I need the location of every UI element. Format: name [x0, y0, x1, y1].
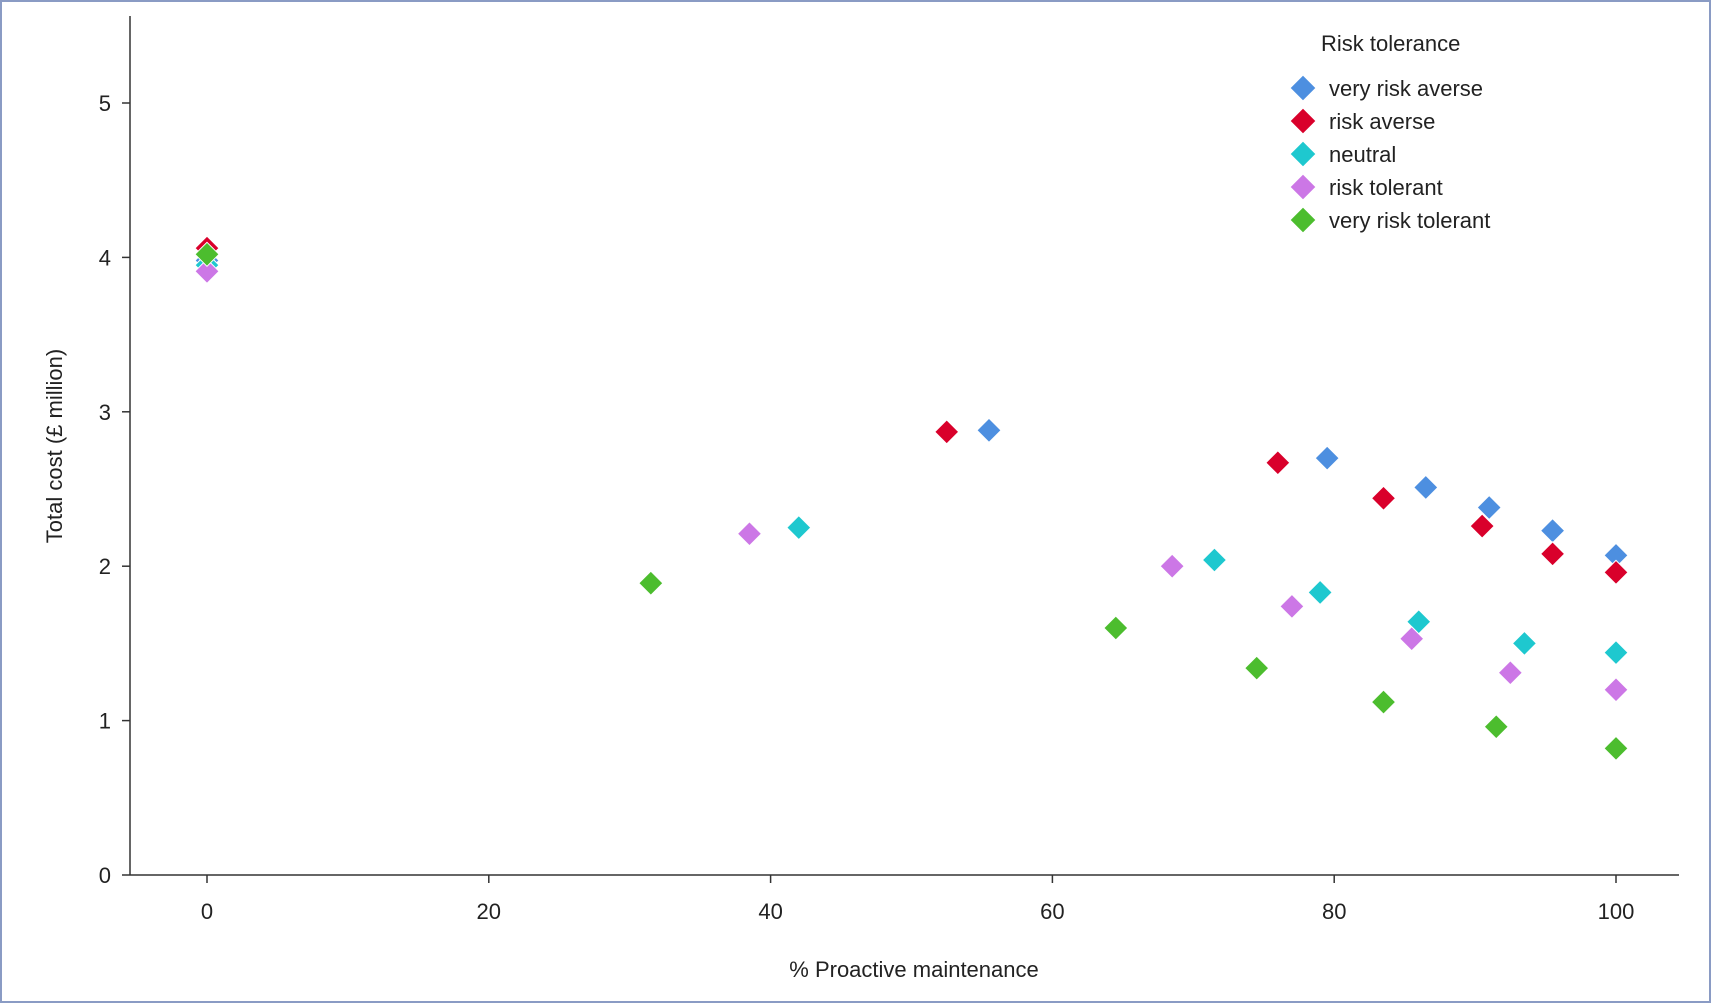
point-risk-tolerant: [1159, 553, 1185, 579]
point-very-risk-averse: [1314, 445, 1340, 471]
x-tick-label: 60: [1040, 899, 1064, 924]
point-risk-averse: [934, 419, 960, 445]
point-very-risk-averse: [976, 417, 1002, 444]
legend-marker-very-risk-tolerant: [1289, 206, 1317, 234]
legend-label-neutral: neutral: [1329, 142, 1396, 167]
point-very-risk-tolerant: [1370, 689, 1397, 715]
axes: [129, 16, 1679, 876]
legend-label-risk-averse: risk averse: [1329, 109, 1435, 134]
y-axis-title: Total cost (£ million): [42, 349, 67, 543]
legend-marker-risk-tolerant: [1289, 173, 1317, 201]
point-very-risk-tolerant: [1603, 735, 1629, 762]
point-very-risk-tolerant: [638, 570, 664, 596]
legend-marker-risk-averse: [1289, 107, 1317, 135]
data-points: [194, 235, 1629, 762]
point-very-risk-tolerant: [1103, 615, 1129, 641]
legend-label-risk-tolerant: risk tolerant: [1329, 175, 1443, 200]
point-neutral: [1307, 579, 1333, 606]
x-tick-label: 100: [1598, 899, 1635, 924]
point-very-risk-tolerant: [1243, 655, 1270, 681]
point-risk-tolerant: [1497, 660, 1524, 686]
point-very-risk-tolerant: [194, 241, 220, 268]
legend-title: Risk tolerance: [1321, 31, 1460, 56]
legend-marker-very-risk-averse: [1289, 74, 1317, 102]
point-neutral: [1511, 630, 1538, 657]
y-tick-label: 1: [99, 709, 111, 734]
legend-marker-neutral: [1289, 140, 1317, 168]
x-tick-label: 0: [201, 899, 213, 924]
y-ticks: 0 1 2 3 4 5: [99, 91, 130, 888]
x-axis-title: % Proactive maintenance: [789, 957, 1038, 982]
x-tick-label: 40: [758, 899, 782, 924]
y-tick-label: 3: [99, 400, 111, 425]
point-risk-averse: [1539, 541, 1566, 567]
x-tick-label: 80: [1322, 899, 1346, 924]
y-tick-label: 5: [99, 91, 111, 116]
point-very-risk-averse: [1539, 517, 1566, 544]
x-ticks: 0 20 40 60 80 100: [201, 875, 1634, 924]
point-risk-tolerant: [1398, 626, 1425, 652]
point-risk-averse: [1603, 559, 1629, 586]
point-risk-averse: [1370, 485, 1397, 511]
point-neutral: [786, 514, 812, 541]
point-risk-tolerant: [736, 521, 763, 547]
legend-items: very risk averse risk averse neutral risk t…: [1289, 74, 1490, 234]
point-neutral: [1603, 639, 1629, 666]
legend-label-very-risk-tolerant: very risk tolerant: [1329, 208, 1490, 233]
point-risk-averse: [1469, 513, 1495, 539]
point-very-risk-averse: [1476, 494, 1502, 521]
point-neutral: [1201, 547, 1228, 573]
x-tick-label: 20: [477, 899, 501, 924]
y-tick-label: 2: [99, 554, 111, 579]
point-very-risk-averse: [1413, 474, 1439, 501]
point-risk-tolerant: [194, 258, 220, 285]
point-risk-averse: [1265, 450, 1291, 476]
legend-label-very-risk-averse: very risk averse: [1329, 76, 1483, 101]
point-risk-tolerant: [1603, 677, 1629, 703]
point-risk-tolerant: [1279, 593, 1305, 620]
y-tick-label: 4: [99, 245, 111, 270]
legend: Risk tolerance very risk averse risk aver…: [1289, 31, 1490, 234]
point-very-risk-tolerant: [1483, 714, 1509, 740]
y-tick-label: 0: [99, 863, 111, 888]
